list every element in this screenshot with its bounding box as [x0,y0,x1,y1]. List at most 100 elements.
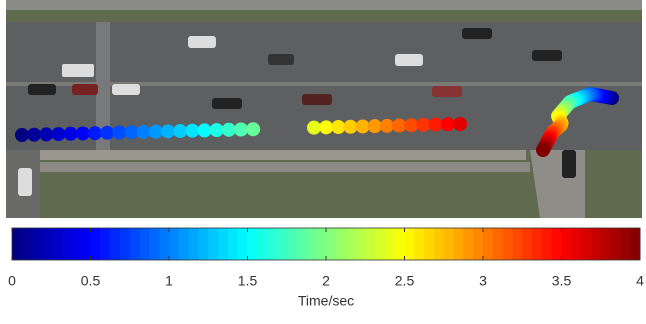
trajectory-point [453,117,467,131]
colorbar-segment [41,228,52,260]
colorbar-tick-label: 2.5 [395,273,415,289]
trajectory-point [173,124,188,139]
trajectory-point [440,117,455,132]
colorbar-segment [424,228,435,260]
trajectory-point [185,123,200,138]
colorbar-segment [100,228,111,260]
colorbar-segment [620,228,631,260]
colorbar-segment [110,228,121,260]
colorbar-segment [306,228,317,260]
colorbar-segment [581,228,592,260]
trajectory-point [88,126,102,141]
colorbar-segment [169,228,180,260]
colorbar-tick-label: 3 [479,273,487,289]
colorbar: 0 0.5 1 1.5 2 2.5 3 3.5 4 [8,227,644,289]
colorbar-segment [227,228,239,260]
colorbar-segment [375,228,386,260]
trajectory-point [428,117,443,132]
colorbar-segment [630,228,641,260]
trajectory-point [355,119,370,134]
colorbar-tick-label: 2 [322,273,330,289]
colorbar-segment [532,228,543,260]
colorbar-segment [70,228,82,260]
colorbar-segment [139,228,150,260]
trajectory-point [416,117,431,132]
colorbar-segment [198,228,209,260]
colorbar-segment [218,228,229,260]
colorbar-segment [483,228,494,260]
colorbar-segment [404,228,415,260]
trajectory-point [404,118,419,133]
colorbar-tick-label: 1.5 [238,273,258,289]
trajectory-point [136,124,151,139]
colorbar-segment [571,228,582,260]
sidewalk [40,162,530,172]
cars [18,28,576,196]
aerial-image [6,0,642,218]
colorbar-segment [443,228,455,260]
trajectory-point [367,119,382,134]
colorbar-segment [237,228,248,260]
colorbar-segment [610,228,621,260]
colorbar-segment [433,228,445,260]
trajectory-point [331,120,346,135]
trajectory-point [392,118,407,133]
trajectory-point [307,120,321,135]
colorbar-segment [296,228,307,260]
trajectory-point [319,120,334,135]
trajectory-point [161,124,175,139]
colorbar-segment [394,228,405,260]
colorbar-segment [80,228,91,260]
colorbar-segment [267,228,278,260]
trajectory-point [246,122,261,137]
colorbar-segment [90,228,101,260]
trajectory-point [380,118,394,133]
trajectory-point [112,125,127,140]
trajectory-point [536,143,550,157]
colorbar-segment [31,228,42,260]
sidewalk [6,0,642,10]
colorbar-segment [453,228,464,260]
trajectory-point [197,123,212,138]
colorbar-segment [541,228,553,260]
colorbar-segment [492,228,504,260]
trajectory-point [75,126,90,141]
trajectory-point [51,127,66,142]
colorbar-tick-label: 0 [8,273,16,289]
colorbar-segment [21,228,33,260]
trajectory-point [234,122,248,137]
colorbar-segment [286,228,298,260]
trajectory-point [27,127,42,142]
colorbar-segment [414,228,425,260]
trajectory-point [124,125,139,140]
trajectories [15,87,619,157]
trajectory-point [63,126,78,141]
trajectory-point [343,119,358,134]
colorbar-segment [463,228,474,260]
colorbar-segment [276,228,288,260]
median [6,82,642,86]
colorbar-segment [365,228,376,260]
trajectory-point [15,128,29,142]
colorbar-tick-label: 1 [165,273,173,289]
colorbar-segment [316,228,327,260]
colorbar-segment [159,228,170,260]
colorbar-segment [522,228,533,260]
colorbar-segment [208,228,219,260]
trajectory-point [100,125,115,140]
colorbar-label: Time/sec [298,293,354,309]
colorbar-segment [188,228,199,260]
colorbar-segment [119,228,131,260]
colorbar-segment [335,228,347,260]
trajectory-point [39,127,54,142]
colorbar-segment [149,228,160,260]
colorbar-segment [590,228,602,260]
colorbar-segment [561,228,572,260]
colorbar-segment [51,228,62,260]
colorbar-segment [257,228,268,260]
colorbar-segment [12,228,23,260]
curb [6,150,526,160]
colorbar-segment [600,228,612,260]
trajectory-point [221,122,236,137]
